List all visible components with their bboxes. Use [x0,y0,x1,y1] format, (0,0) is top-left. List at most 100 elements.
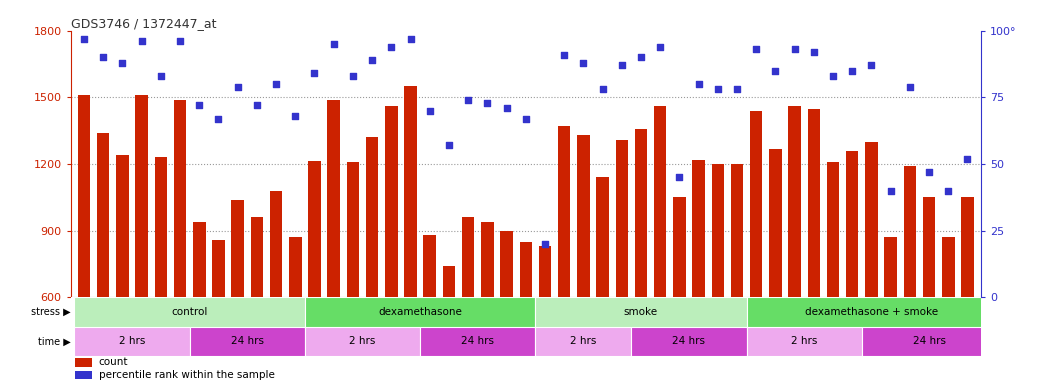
Point [153,73,169,79]
Bar [750,111,763,298]
Bar [634,129,648,298]
Bar [769,149,782,298]
Bar [347,162,359,298]
Bar [135,95,147,298]
Point [248,103,265,109]
Bar [270,191,282,298]
Bar [420,327,536,356]
Point [805,49,822,55]
Bar [173,99,186,298]
Point [959,156,976,162]
Bar [308,161,321,298]
Bar [904,166,917,298]
Bar [692,160,705,298]
Bar [846,151,858,298]
Point [595,86,611,93]
Bar [305,327,420,356]
Bar [75,327,190,356]
Bar [862,327,996,356]
Point [383,44,400,50]
Bar [712,164,725,298]
Point [767,68,784,74]
Bar [424,235,436,298]
Bar [961,197,974,298]
Bar [404,86,417,298]
Point [537,241,553,247]
Bar [827,162,840,298]
Bar [866,142,878,298]
Point [613,62,630,68]
Bar [596,177,609,298]
Point [460,97,476,103]
Bar [631,327,746,356]
Point [864,62,880,68]
Text: 24 hrs: 24 hrs [912,336,946,346]
Bar [654,106,666,298]
Point [921,169,937,175]
Text: count: count [99,358,129,367]
Text: stress ▶: stress ▶ [31,307,71,317]
Bar [789,106,801,298]
Bar [536,298,746,327]
Point [94,54,111,60]
Text: dexamethasone + smoke: dexamethasone + smoke [804,307,938,317]
Point [76,36,92,42]
Point [479,100,495,106]
Point [787,46,803,53]
Bar [519,242,532,298]
Bar [250,217,263,298]
Bar [808,109,820,298]
Point [518,116,535,122]
Bar [746,298,996,327]
Text: 2 hrs: 2 hrs [350,336,376,346]
Point [844,68,861,74]
Bar [327,99,339,298]
Point [114,60,131,66]
Bar [500,231,513,298]
Point [575,60,592,66]
Point [710,86,727,93]
Point [171,38,188,45]
Text: GDS3746 / 1372447_at: GDS3746 / 1372447_at [71,17,216,30]
Text: 2 hrs: 2 hrs [119,336,145,346]
Bar [155,157,167,298]
Point [325,41,342,47]
Bar [923,197,935,298]
Text: 24 hrs: 24 hrs [230,336,264,346]
Bar [442,266,456,298]
Point [882,188,899,194]
Point [729,86,745,93]
Point [825,73,842,79]
Bar [75,371,91,379]
Point [421,108,438,114]
Text: 24 hrs: 24 hrs [461,336,494,346]
Bar [481,222,494,298]
Point [690,81,707,87]
Bar [75,358,91,367]
Text: 2 hrs: 2 hrs [791,336,817,346]
Point [345,73,361,79]
Bar [731,164,743,298]
Text: time ▶: time ▶ [37,336,71,346]
Point [363,57,380,63]
Point [498,105,515,111]
Bar [385,106,398,298]
Point [210,116,226,122]
Bar [536,327,631,356]
Point [268,81,284,87]
Point [402,36,418,42]
Bar [462,217,474,298]
Bar [78,95,90,298]
Text: dexamethasone: dexamethasone [378,307,462,317]
Point [133,38,149,45]
Bar [365,137,378,298]
Bar [577,135,590,298]
Point [940,188,957,194]
Bar [231,200,244,298]
Bar [305,298,536,327]
Point [652,44,668,50]
Point [191,103,208,109]
Bar [674,197,686,298]
Point [286,113,303,119]
Bar [116,155,129,298]
